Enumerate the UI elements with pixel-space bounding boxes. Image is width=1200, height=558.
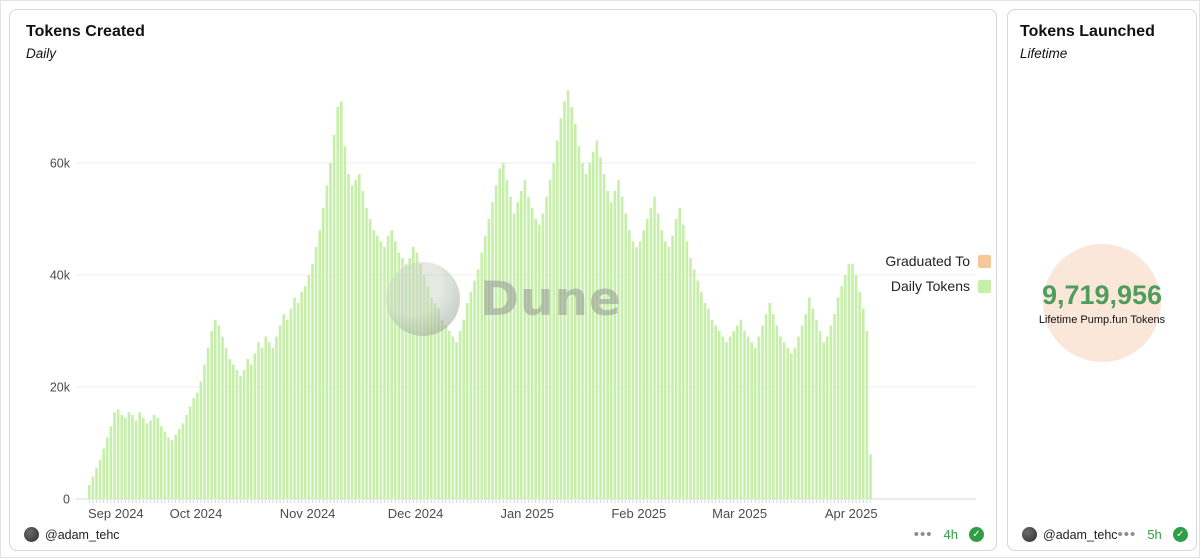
card-meta: ••• 4h ✓	[914, 527, 984, 542]
tokens-launched-title: Tokens Launched	[1020, 23, 1155, 40]
tokens-launched-card: Tokens Launched Lifetime 9,719,956 Lifet…	[1007, 9, 1197, 551]
tokens-created-title: Tokens Created	[26, 23, 145, 40]
refresh-age: 4h	[943, 527, 958, 542]
graduated-tokens-swatch	[978, 254, 991, 268]
daily-tokens-swatch	[978, 279, 991, 293]
tokens-created-subtitle: Daily	[26, 46, 57, 62]
more-options-button[interactable]: •••	[913, 526, 933, 543]
fresh-check-icon: ✓	[969, 527, 984, 542]
svg-text:Dec 2024: Dec 2024	[388, 506, 444, 521]
author-link[interactable]: @adam_tehc	[1022, 527, 1118, 542]
fresh-check-icon: ✓	[1172, 527, 1188, 542]
author-handle: @adam_tehc	[45, 527, 120, 542]
svg-text:60k: 60k	[50, 157, 71, 171]
svg-text:Nov 2024: Nov 2024	[280, 506, 336, 521]
svg-text:Feb 2025: Feb 2025	[611, 506, 666, 521]
refresh-age: 5h	[1147, 527, 1162, 542]
legend-item-daily-tokens[interactable]: Daily Tokens	[886, 277, 991, 295]
more-options-button[interactable]: •••	[1117, 526, 1137, 543]
svg-text:Sep 2024: Sep 2024	[88, 506, 144, 521]
author-avatar	[1022, 527, 1037, 542]
tokens-created-footer: @adam_tehc ••• 4h ✓	[24, 527, 984, 542]
svg-text:20k: 20k	[50, 381, 71, 395]
tokens-created-card: Tokens Created Daily 0 20k 40k 60k Sep 2024 O…	[9, 9, 997, 551]
lifetime-tokens-value: 9,719,956	[1041, 280, 1163, 310]
legend-label: Graduated To	[885, 253, 970, 269]
lifetime-counter: 9,719,956 Lifetime Pump.fun Tokens	[1008, 236, 1196, 370]
tokens-created-header: Tokens Created Daily	[26, 22, 145, 61]
legend-label: Daily Tokens	[890, 278, 970, 294]
tokens-launched-header: Tokens Launched Lifetime	[1020, 22, 1155, 61]
author-handle: @adam_tehc	[1043, 527, 1118, 542]
svg-text:Mar 2025: Mar 2025	[712, 506, 767, 521]
tokens-launched-footer: @adam_tehc ••• 5h ✓	[1022, 527, 1188, 542]
daily-tokens-chart[interactable]: 0 20k 40k 60k Sep 2024 Oct 2024 Nov 2024 Dec 20…	[10, 10, 996, 550]
tokens-launched-subtitle: Lifetime	[1020, 46, 1068, 62]
svg-text:Apr 2025: Apr 2025	[825, 506, 878, 521]
svg-text:Jan 2025: Jan 2025	[500, 506, 554, 521]
svg-text:40k: 40k	[50, 269, 71, 283]
chart-legend: Graduated To Daily Tokens	[881, 252, 991, 295]
lifetime-tokens-label: Lifetime Pump.fun Tokens	[1038, 314, 1166, 326]
counter-backdrop-circle	[1043, 244, 1161, 362]
author-avatar	[24, 527, 39, 542]
legend-item-graduated-tokens[interactable]: Graduated To	[881, 252, 991, 270]
svg-text:Oct 2024: Oct 2024	[170, 506, 223, 521]
author-link[interactable]: @adam_tehc	[24, 527, 120, 542]
svg-text:0: 0	[63, 493, 70, 507]
card-meta: ••• 5h ✓	[1118, 527, 1188, 542]
